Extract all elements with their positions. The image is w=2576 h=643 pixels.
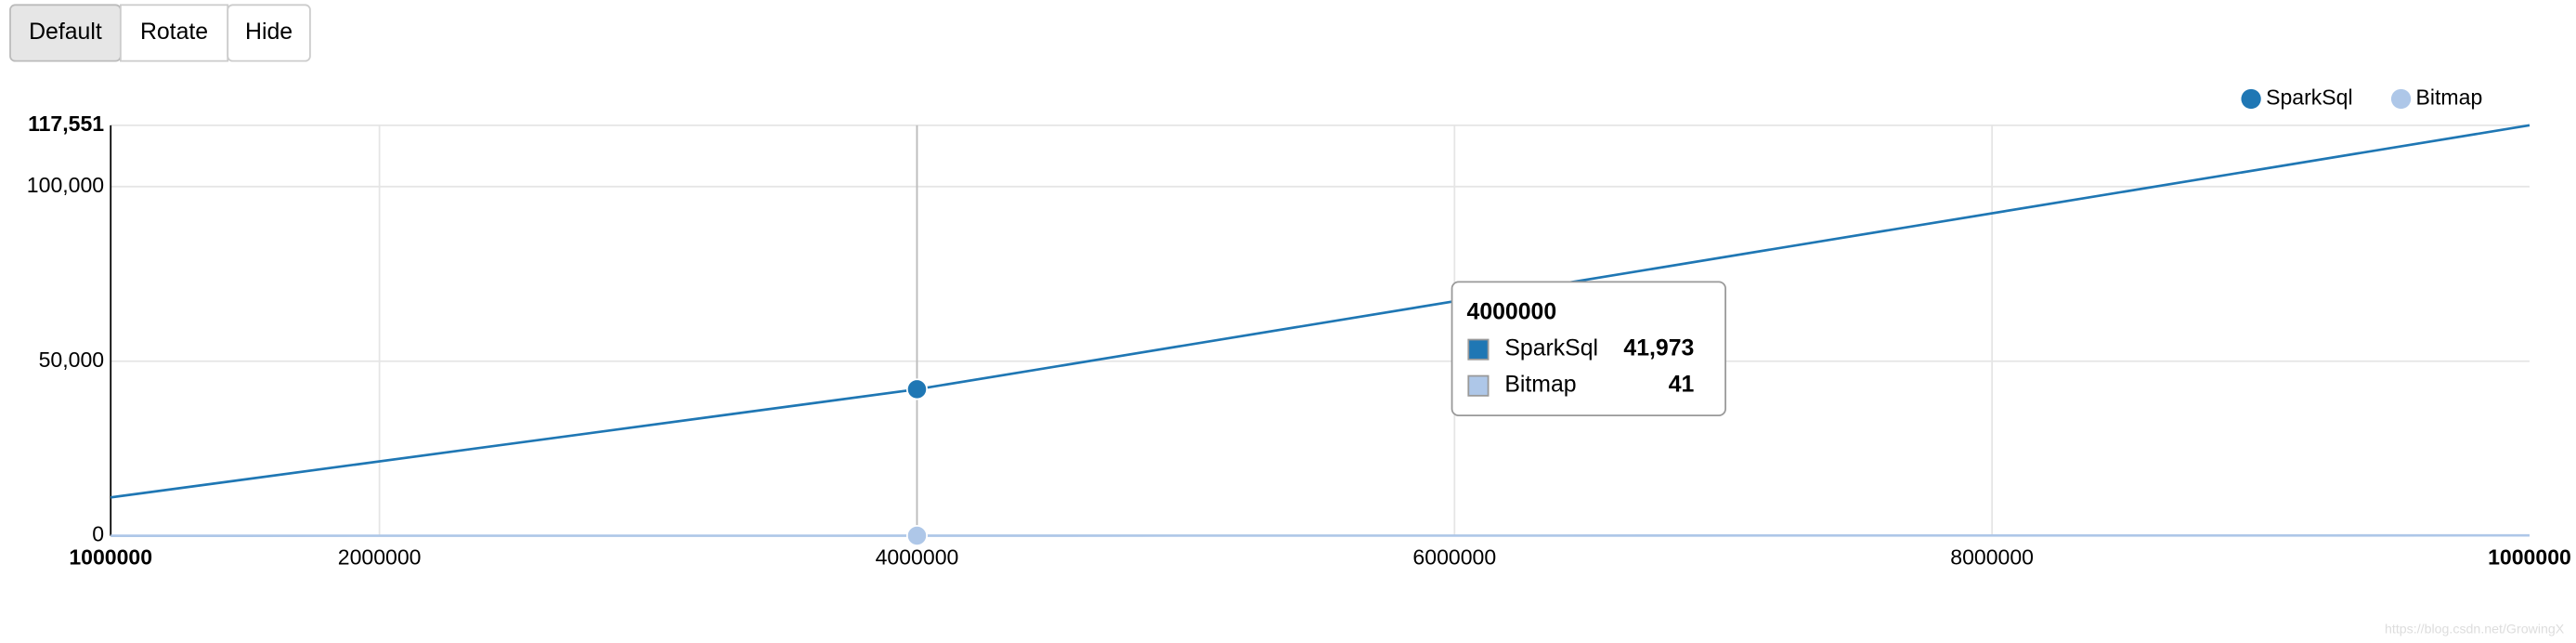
button-label[interactable]: Rotate [140,20,208,45]
y-tick-label: 50,000 [39,348,105,372]
legend-label[interactable]: SparkSql [2266,85,2353,110]
y-tick-label: 0 [92,522,104,546]
button-label[interactable]: Default [29,20,102,45]
legend-swatch[interactable] [2390,88,2412,110]
tooltip-name: SparkSql [1504,336,1598,361]
button-label[interactable]: Hide [245,20,293,45]
x-tick-label: 8000000 [1950,545,2034,570]
button-hide[interactable] [227,4,311,62]
tooltip-swatch [1467,338,1490,361]
y-tick-label: 100,000 [27,173,104,197]
x-tick-label: 1000000 [69,545,152,570]
legend-swatch[interactable] [2241,88,2261,110]
hover-point [905,524,929,547]
watermark: https://blog.csdn.net/GrowingX [2385,623,2565,637]
x-tick-label: 4000000 [876,545,959,570]
series-line [111,124,2530,499]
button-rotate[interactable] [119,4,229,62]
x-tick-label: 6000000 [1412,545,1496,570]
tooltip-name: Bitmap [1504,373,1576,398]
tooltip-value: 41,973 [1623,336,1694,361]
tooltip-title: 4000000 [1467,300,1557,325]
x-tick-label: 1000000 [2488,545,2571,570]
legend-label[interactable]: Bitmap [2416,85,2483,110]
tooltip-swatch [1467,374,1490,397]
tooltip-value: 41 [1669,373,1695,398]
x-tick-label: 2000000 [338,545,422,570]
y-tick-label: 117,551 [28,112,104,136]
tooltip-box [1451,281,1726,417]
hover-point [905,378,929,400]
